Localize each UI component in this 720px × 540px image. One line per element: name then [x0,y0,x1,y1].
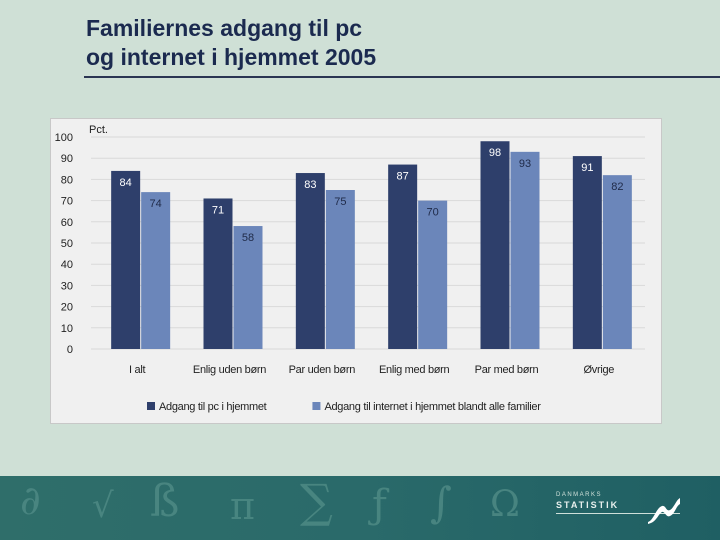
data-label: 70 [427,207,439,219]
logo-small-text: DANMARKS [556,492,603,498]
bar [233,226,263,349]
data-label: 58 [242,232,254,244]
bar [141,192,171,349]
data-label: 82 [611,181,623,193]
x-tick-label: Enlig uden børn [193,364,266,376]
logo-text: STATISTIK [556,500,620,510]
y-tick-label: 60 [61,217,73,229]
y-tick-label: 0 [67,344,73,356]
decorative-glyph: ∫ [430,478,452,527]
y-tick-label: 40 [61,259,73,271]
y-tick-label: 10 [61,323,73,335]
y-tick-label: 100 [55,132,73,144]
chart-panel: 0 10 20 30 40 50 60 70 80 90 100 Pct. 84 74 I alt 71 58 E… [50,118,662,424]
footer-banner: ∂ √ ß π ∑ ƒ ∫ Ω [0,476,720,540]
bar [325,190,355,349]
logo-mark-icon [648,498,680,524]
bar [111,170,141,349]
data-label: 93 [519,158,531,170]
x-tick-label: Par med børn [475,364,539,376]
decorative-glyph: π [230,484,255,528]
logo-rule [556,513,680,514]
legend-swatch [312,402,321,410]
legend-swatch [147,402,155,410]
title-underline [84,76,720,78]
y-tick-label: 50 [61,238,73,250]
data-label: 91 [581,162,593,174]
x-tick-label: Øvrige [584,364,615,376]
y-tick-label: 80 [61,174,73,186]
data-label: 71 [212,204,224,216]
decorative-glyph: ƒ [372,482,387,528]
bar [480,141,510,349]
bar [602,175,632,349]
bar [510,151,540,349]
slide-title: Familiernes adgang til pc og internet i … [86,14,646,72]
decorative-glyph: ∂ [20,478,41,524]
bar [203,198,233,349]
data-label: 84 [120,177,132,189]
x-tick-label: Enlig med børn [379,364,450,376]
data-label: 83 [304,179,316,191]
decorative-glyph: ∑ [300,476,333,528]
decorative-glyph: Ω [490,484,520,525]
bar [388,164,418,349]
legend-label: Adgang til pc i hjemmet [159,401,267,413]
data-label: 98 [489,147,501,159]
y-tick-label: 90 [61,153,73,165]
y-tick-label: 70 [61,196,73,208]
y-tick-label: 20 [61,302,73,314]
decorative-glyph: ß [150,476,180,527]
data-label: 74 [150,198,162,210]
data-label: 75 [334,196,346,208]
bar [572,156,602,349]
x-tick-label: I alt [129,364,145,376]
decorative-glyph: √ [92,486,114,526]
legend-label: Adgang til internet i hjemmet blandt all… [324,401,541,413]
bar-chart: 0 10 20 30 40 50 60 70 80 90 100 Pct. 84 74 I alt 71 58 E… [55,124,645,413]
slide-title-line-1: Familiernes adgang til pc [86,15,363,41]
x-tick-label: Par uden børn [289,364,356,376]
y-axis-unit-label: Pct. [89,124,108,136]
bar [295,173,325,349]
bar [418,200,448,349]
data-label: 87 [397,171,409,183]
y-tick-label: 30 [61,280,73,292]
slide-title-line-2: og internet i hjemmet 2005 [86,44,377,70]
